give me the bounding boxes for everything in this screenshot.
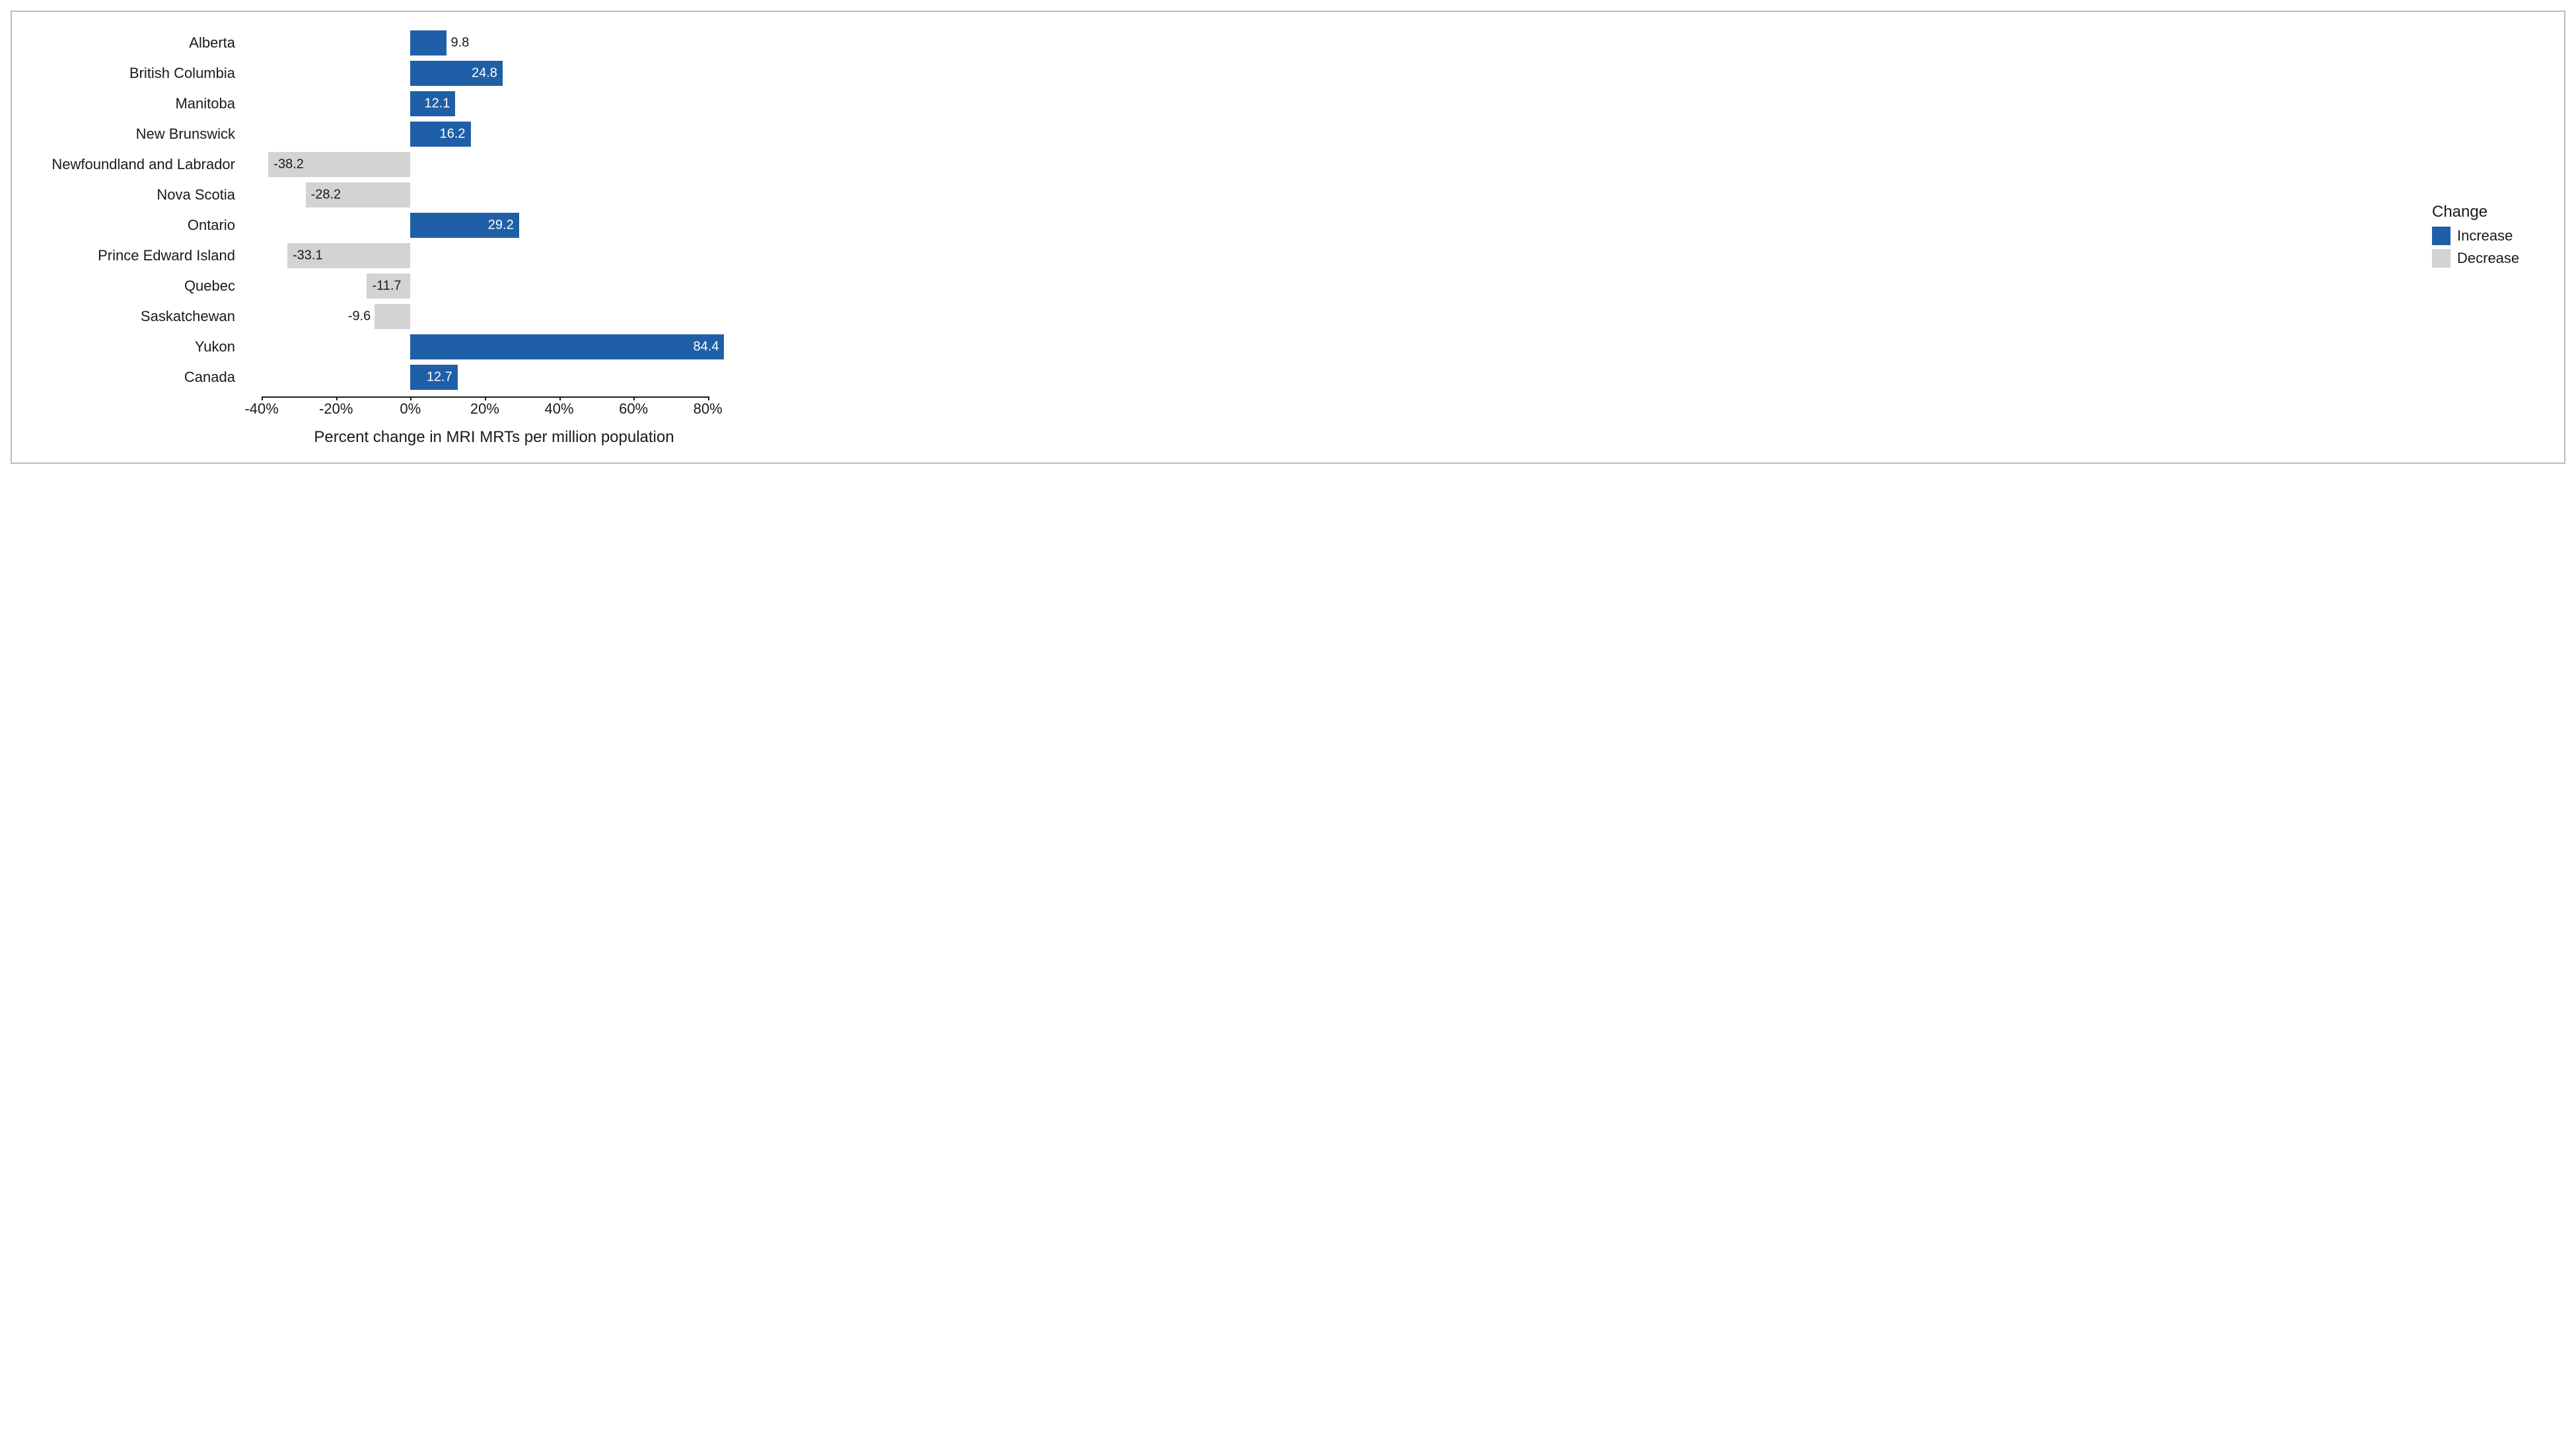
- value-label: -11.7: [372, 279, 401, 294]
- value-label: 29.2: [488, 218, 514, 233]
- chart-frame: Alberta 9.8 British Columbia 24.8 Manitoba 12…: [11, 11, 2565, 464]
- x-axis-title: Percent change in MRI MRTs per million p…: [243, 428, 745, 447]
- x-axis-tick-label: -40%: [244, 400, 278, 418]
- value-label: -9.6: [348, 309, 371, 324]
- category-label: Nova Scotia: [157, 186, 235, 204]
- category-label: Canada: [184, 369, 235, 386]
- category-label: Ontario: [188, 217, 235, 234]
- chart-main: Alberta 9.8 British Columbia 24.8 Manitoba 12…: [38, 28, 2406, 447]
- bar-row: Prince Edward Island -33.1: [38, 241, 745, 271]
- bar-row: Yukon 84.4: [38, 332, 745, 362]
- bar-row: Nova Scotia -28.2: [38, 180, 745, 210]
- legend-item-label: Decrease: [2457, 250, 2519, 267]
- legend-swatch: [2432, 227, 2451, 245]
- bar-row: Manitoba 12.1: [38, 89, 745, 119]
- bar: -38.2: [268, 152, 410, 177]
- legend-item: Increase: [2432, 227, 2538, 245]
- bar: 29.2: [410, 213, 519, 238]
- bar: 84.4: [410, 334, 724, 359]
- legend-swatch: [2432, 249, 2451, 268]
- category-label: Newfoundland and Labrador: [52, 156, 235, 173]
- legend-item-label: Increase: [2457, 227, 2513, 244]
- bar: -9.6: [375, 304, 410, 329]
- bar-row: Newfoundland and Labrador -38.2: [38, 149, 745, 180]
- x-axis-tick-label: 80%: [694, 400, 723, 418]
- bar-row: Quebec -11.7: [38, 271, 745, 301]
- bar-row: Ontario 29.2: [38, 210, 745, 241]
- value-label: 12.1: [425, 96, 450, 112]
- x-axis-tick-label: 20%: [470, 400, 499, 418]
- category-label: Manitoba: [175, 95, 235, 112]
- category-label: Yukon: [195, 338, 235, 355]
- x-axis-tick-label: 0%: [400, 400, 421, 418]
- x-axis: -40% -20% 0% 20% 40% 60% 80%: [38, 396, 745, 423]
- legend-items: Increase Decrease: [2432, 227, 2538, 268]
- value-label: -38.2: [273, 157, 304, 172]
- category-label: New Brunswick: [136, 126, 235, 143]
- value-label: -33.1: [293, 248, 323, 264]
- value-label: 12.7: [427, 370, 452, 385]
- x-axis-tick-label: 40%: [544, 400, 573, 418]
- category-label: British Columbia: [129, 65, 235, 82]
- category-label: Prince Edward Island: [98, 247, 235, 264]
- bar: 24.8: [410, 61, 503, 86]
- bar-row: Alberta 9.8: [38, 28, 745, 58]
- value-label: 84.4: [694, 340, 719, 355]
- chart-flex: Alberta 9.8 British Columbia 24.8 Manitoba 12…: [38, 28, 2538, 447]
- bar-area: Alberta 9.8 British Columbia 24.8 Manitoba 12…: [38, 28, 745, 392]
- bar-row: British Columbia 24.8: [38, 58, 745, 89]
- value-label: -28.2: [311, 188, 341, 203]
- category-label: Quebec: [184, 278, 235, 295]
- value-label: 9.8: [450, 36, 469, 51]
- value-label: 16.2: [440, 127, 466, 142]
- bar: 12.7: [410, 365, 457, 390]
- legend-item: Decrease: [2432, 249, 2538, 268]
- legend-title: Change: [2432, 203, 2538, 221]
- x-axis-tick-label: -20%: [319, 400, 353, 418]
- category-label: Alberta: [189, 34, 235, 52]
- bar: -11.7: [367, 274, 410, 299]
- bar: 12.1: [410, 91, 455, 116]
- bar: 16.2: [410, 122, 470, 147]
- bar-row: New Brunswick 16.2: [38, 119, 745, 149]
- bar-row: Saskatchewan -9.6: [38, 301, 745, 332]
- category-label: Saskatchewan: [141, 308, 235, 325]
- legend: Change Increase Decrease: [2432, 203, 2538, 272]
- bar: -33.1: [287, 243, 410, 268]
- x-axis-tick-label: 60%: [619, 400, 648, 418]
- bar-row: Canada 12.7: [38, 362, 745, 392]
- bar: 9.8: [410, 30, 447, 56]
- value-label: 24.8: [472, 66, 497, 81]
- bar: -28.2: [306, 182, 411, 207]
